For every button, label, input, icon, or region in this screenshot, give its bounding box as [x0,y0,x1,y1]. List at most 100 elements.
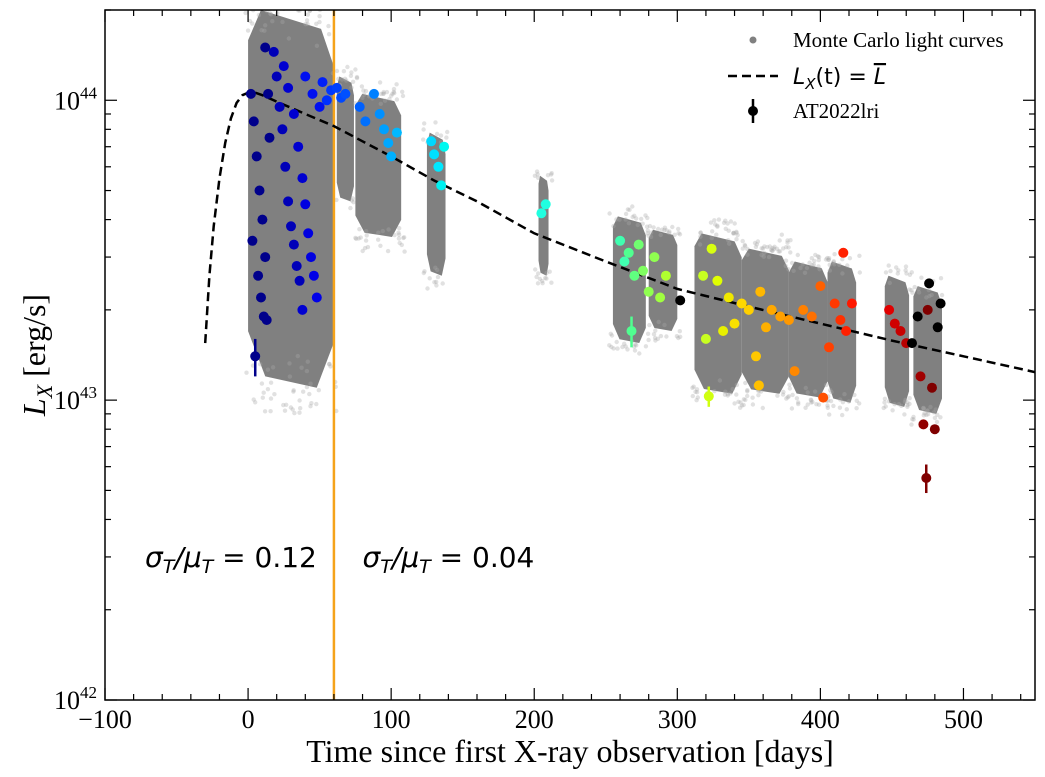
observation-point [245,88,256,99]
observation-point [829,298,840,309]
mc-point [662,322,667,328]
mc-point [609,344,614,350]
mc-point [305,359,310,364]
mc-point [745,246,750,252]
mc-point [399,242,404,248]
mc-point [934,419,940,425]
mc-point [299,365,304,370]
mc-point [921,406,927,412]
mc-point [632,344,637,349]
mc-point [694,387,700,392]
mc-point [814,402,819,407]
observation-point [391,127,402,138]
mc-point [810,399,815,405]
mc-point [741,402,746,408]
mc-point [348,73,354,79]
mc-band-4 [538,175,549,276]
mc-point [365,244,371,250]
mc-point [608,331,613,336]
mc-point [714,232,719,237]
mc-point [712,389,717,394]
mc-point [634,343,639,348]
x-tick-label: −100 [78,705,132,734]
mc-point [770,246,775,251]
mc-point [787,382,792,387]
mc-point [828,387,833,393]
mc-point [698,230,703,236]
mc-point [831,259,836,264]
mc-point [389,93,394,98]
mc-point [824,382,829,388]
mc-point [725,391,730,397]
observation-point [288,109,299,119]
mc-band-7 [694,233,742,394]
mc-point [658,333,664,339]
mc-point [695,395,700,400]
mc-point [272,392,277,397]
mc-point [740,246,745,251]
mc-point [336,76,341,82]
mc-point [798,265,803,271]
mc-point [750,402,756,407]
mc-point [753,244,759,250]
observation-point [718,326,729,336]
mc-point [831,403,836,409]
mc-point [258,362,263,367]
mc-point [931,410,937,415]
observation-point [536,208,547,219]
observation-point [615,235,626,246]
mc-point [284,402,289,407]
mc-point [825,255,830,261]
observation-point [835,315,846,325]
mc-point [766,254,772,260]
mc-point [643,344,649,349]
mc-point [377,80,383,85]
legend: Monte Carlo light curves LX(t) = L AT2022l… [728,28,1004,123]
mc-point [611,346,616,351]
mc-point [535,172,540,177]
mc-point [356,236,361,241]
mc-point [827,262,832,267]
mc-point [745,393,750,399]
mc-point [644,224,650,229]
mc-point [712,218,717,223]
mc-point [363,238,369,243]
mc-point [826,257,831,262]
legend-marker-mc [749,36,757,44]
observation-point [283,196,294,207]
mc-point [421,127,426,132]
observation-point [815,281,826,292]
mc-point [334,197,339,203]
mc-point [785,240,790,245]
observation-point [775,311,786,322]
observation-point [723,292,734,303]
mc-point [645,331,651,336]
mc-point [811,262,816,267]
mc-point [794,396,800,401]
observation-point [818,392,829,403]
mc-point [245,28,251,33]
mc-point [607,211,612,216]
mc-point [846,399,851,404]
mc-point [784,245,789,250]
observation-point [755,286,766,297]
mc-point [435,274,441,280]
mc-point [815,254,821,259]
mc-band-2 [355,93,402,237]
mc-point [651,225,656,230]
mc-point [715,223,720,228]
mc-point [713,222,718,227]
observation-point [766,304,777,315]
mc-point [803,385,808,391]
mc-point [532,173,538,178]
mc-point [327,361,332,367]
mc-point [282,408,288,413]
mc-point [774,246,780,251]
observation-point [912,311,923,322]
mc-point [809,398,814,403]
mc-point [772,244,777,249]
y-tick-label: 1044 [54,83,98,115]
mc-point [894,265,899,270]
mc-point [788,238,793,243]
observation-point [286,221,296,232]
